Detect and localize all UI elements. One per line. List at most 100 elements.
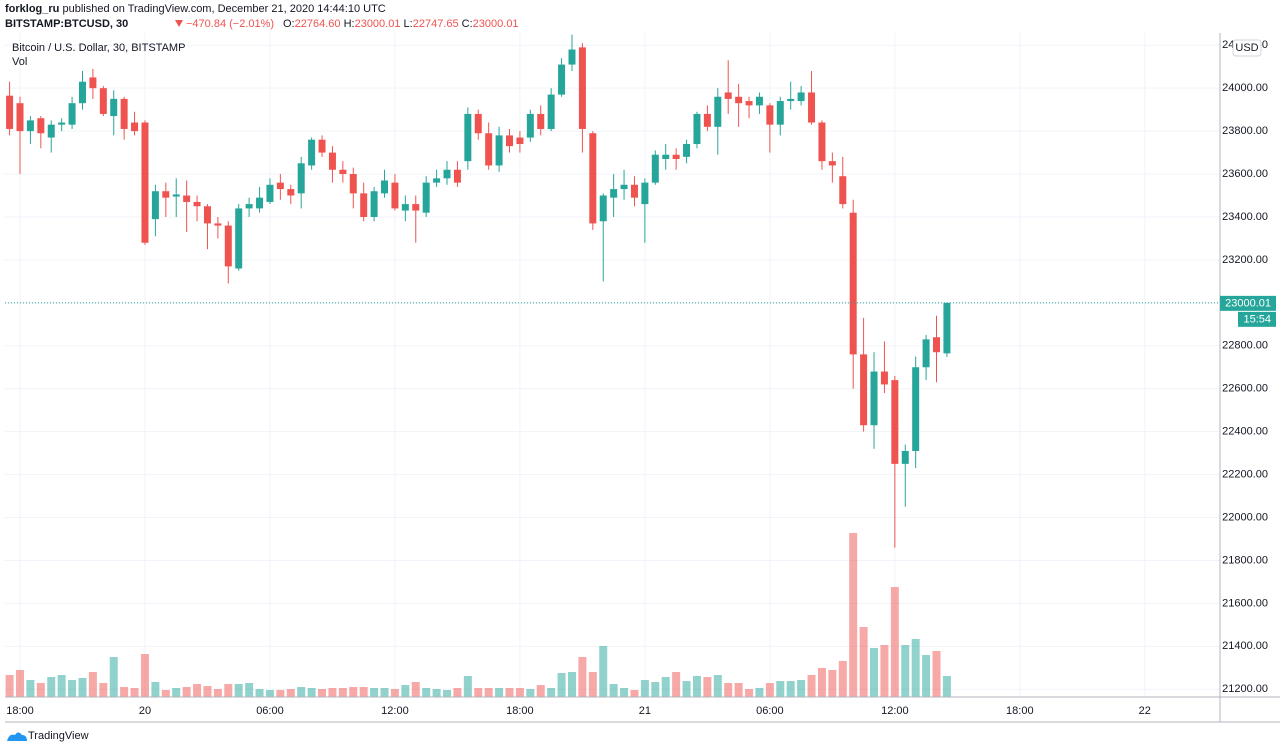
volume-bar (68, 680, 77, 697)
candle-body (256, 197, 264, 209)
y-tick-label: 21600.00 (1222, 597, 1268, 609)
candle-body (370, 191, 378, 217)
volume-bar (640, 680, 649, 697)
candle-body (578, 47, 586, 129)
author: forklog_ru (5, 3, 59, 15)
volume-bar (297, 687, 306, 697)
candle-body (422, 182, 430, 213)
volume-bar (880, 645, 889, 697)
volume-bar (193, 684, 202, 697)
x-tick-label: 22 (1139, 705, 1151, 717)
x-tick-label: 06:00 (256, 705, 284, 717)
y-tick-label: 22800.00 (1222, 340, 1268, 352)
candle-body (203, 206, 211, 224)
volume-bar (609, 684, 618, 697)
candle-body (235, 208, 243, 269)
candle-body (328, 152, 336, 170)
volume-bar (328, 688, 337, 697)
volume-bar (151, 682, 160, 697)
volume-bar (349, 687, 358, 697)
candle-body (412, 204, 420, 211)
candle-body (651, 154, 659, 183)
volume-bar (432, 689, 441, 697)
down-arrow (175, 20, 183, 27)
candle-body (599, 195, 607, 222)
volume-bar (286, 689, 295, 697)
candle-body (547, 94, 555, 129)
candle-body (933, 337, 941, 353)
y-tick-label: 23400.00 (1222, 211, 1268, 223)
volume-bar (245, 683, 254, 697)
candle-body (703, 113, 711, 127)
volume-bar (838, 661, 847, 697)
y-tick-label: 21400.00 (1222, 640, 1268, 652)
x-tick-label: 12:00 (881, 705, 909, 717)
candle-body (558, 64, 566, 95)
candle-body (141, 122, 149, 243)
volume-bar (807, 675, 816, 697)
candle-body (516, 137, 524, 144)
candle-body (776, 101, 784, 125)
candle-body (26, 120, 34, 132)
volume-bar (453, 688, 462, 697)
candle-body (724, 92, 732, 99)
candle-body (474, 113, 482, 134)
candle-body (870, 371, 878, 426)
volume-bar (443, 690, 452, 697)
candle-body (58, 122, 66, 125)
volume-bar (547, 688, 556, 697)
volume-bar (734, 683, 743, 697)
ohlc-label: O: (283, 18, 295, 30)
volume-bar (213, 689, 222, 697)
currency-button[interactable] (1232, 39, 1262, 57)
volume-bar (588, 672, 597, 697)
candle-body (485, 133, 493, 166)
volume-bar (828, 670, 837, 697)
candle-body (276, 182, 284, 190)
chart-title: Bitcoin / U.S. Dollar, 30, BITSTAMP (12, 42, 185, 54)
y-tick-label: 22200.00 (1222, 468, 1268, 480)
ohlc-label: H: (344, 18, 355, 30)
logo: TradingView (7, 730, 89, 742)
candle-body (308, 139, 316, 166)
volume-bar (755, 688, 764, 697)
volume-bar (651, 682, 660, 697)
candle-body (860, 354, 868, 426)
volume-bar (661, 677, 670, 697)
candle-body (630, 184, 638, 198)
volume-bar (88, 672, 97, 697)
volume-bar (307, 688, 316, 697)
volume-bar (672, 672, 681, 697)
logo-icon (7, 732, 27, 741)
candle-body (464, 113, 472, 162)
volume-bar (5, 675, 14, 697)
candle-body (266, 184, 274, 202)
candle-body (172, 194, 180, 197)
candle-body (849, 212, 857, 355)
candle-body (787, 98, 795, 102)
candle-body (120, 98, 128, 129)
ohlc-value: 22747.65 (413, 18, 459, 30)
candle-body (755, 96, 763, 106)
volume-bar (797, 680, 806, 697)
candle-body (318, 139, 326, 153)
volume-bar (713, 675, 722, 697)
volume-bar (474, 688, 483, 697)
ohlc-label: L: (404, 18, 413, 30)
volume-bar (849, 533, 858, 697)
volume-bar (567, 672, 576, 697)
candle-body (735, 96, 743, 104)
volume-bar (140, 654, 149, 697)
header-line: forklog_ru published on TradingView.com,… (5, 3, 386, 15)
volume-bar (338, 688, 347, 697)
volume-bar (109, 657, 118, 697)
volume-bar (120, 687, 129, 697)
candle-body (808, 92, 816, 123)
countdown: 15:54 (1243, 313, 1271, 325)
y-tick-label: 22000.00 (1222, 511, 1268, 523)
volume-bar (99, 683, 108, 697)
candle-body (943, 302, 951, 354)
candle-body (297, 163, 305, 194)
published: published on TradingView.com, December 2… (62, 3, 385, 15)
